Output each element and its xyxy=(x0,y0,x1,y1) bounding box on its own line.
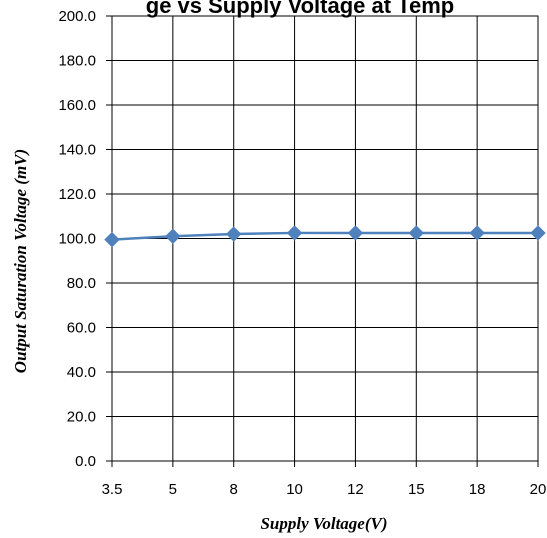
y-tick-label: 40.0 xyxy=(67,364,96,381)
x-axis-ticks: 3.5 5 8 10 12 15 18 20 xyxy=(102,461,547,498)
y-tick-label: 20.0 xyxy=(67,409,96,426)
y-axis-title: Output Saturation Voltage (mV) xyxy=(11,149,30,373)
x-tick-label: 8 xyxy=(230,481,238,498)
y-tick-label: 0.0 xyxy=(75,453,96,470)
y-tick-label: 80.0 xyxy=(67,275,96,292)
x-tick-label: 5 xyxy=(169,481,177,498)
y-tick-label: 200.0 xyxy=(58,8,96,25)
data-point-marker xyxy=(530,225,546,241)
series xyxy=(104,225,546,248)
data-point-marker xyxy=(469,225,485,241)
data-point-marker xyxy=(408,225,424,241)
data-point-marker xyxy=(165,228,181,244)
y-tick-label: 180.0 xyxy=(58,53,96,70)
data-point-marker xyxy=(104,231,120,248)
x-tick-label: 12 xyxy=(347,481,364,498)
y-tick-label: 120.0 xyxy=(58,186,96,203)
data-point-marker xyxy=(226,226,242,242)
chart-title: ge vs Supply Voltage at Temp xyxy=(146,0,454,18)
x-tick-label: 3.5 xyxy=(102,481,123,498)
x-tick-label: 20 xyxy=(530,481,547,498)
y-axis-ticks: 0.0 20.0 40.0 60.0 80.0 100.0 120.0 140.0 160.0 1… xyxy=(58,8,112,470)
x-tick-label: 15 xyxy=(408,481,425,498)
y-tick-label: 160.0 xyxy=(58,97,96,114)
x-axis-title: Supply Voltage(V) xyxy=(260,514,387,533)
y-tick-label: 140.0 xyxy=(58,142,96,159)
y-tick-label: 60.0 xyxy=(67,320,96,337)
series-line xyxy=(111,231,538,241)
y-tick-label: 100.0 xyxy=(58,231,96,248)
data-point-marker xyxy=(286,225,303,241)
x-tick-label: 18 xyxy=(469,481,486,498)
data-point-marker xyxy=(347,225,364,241)
x-tick-label: 10 xyxy=(286,481,303,498)
